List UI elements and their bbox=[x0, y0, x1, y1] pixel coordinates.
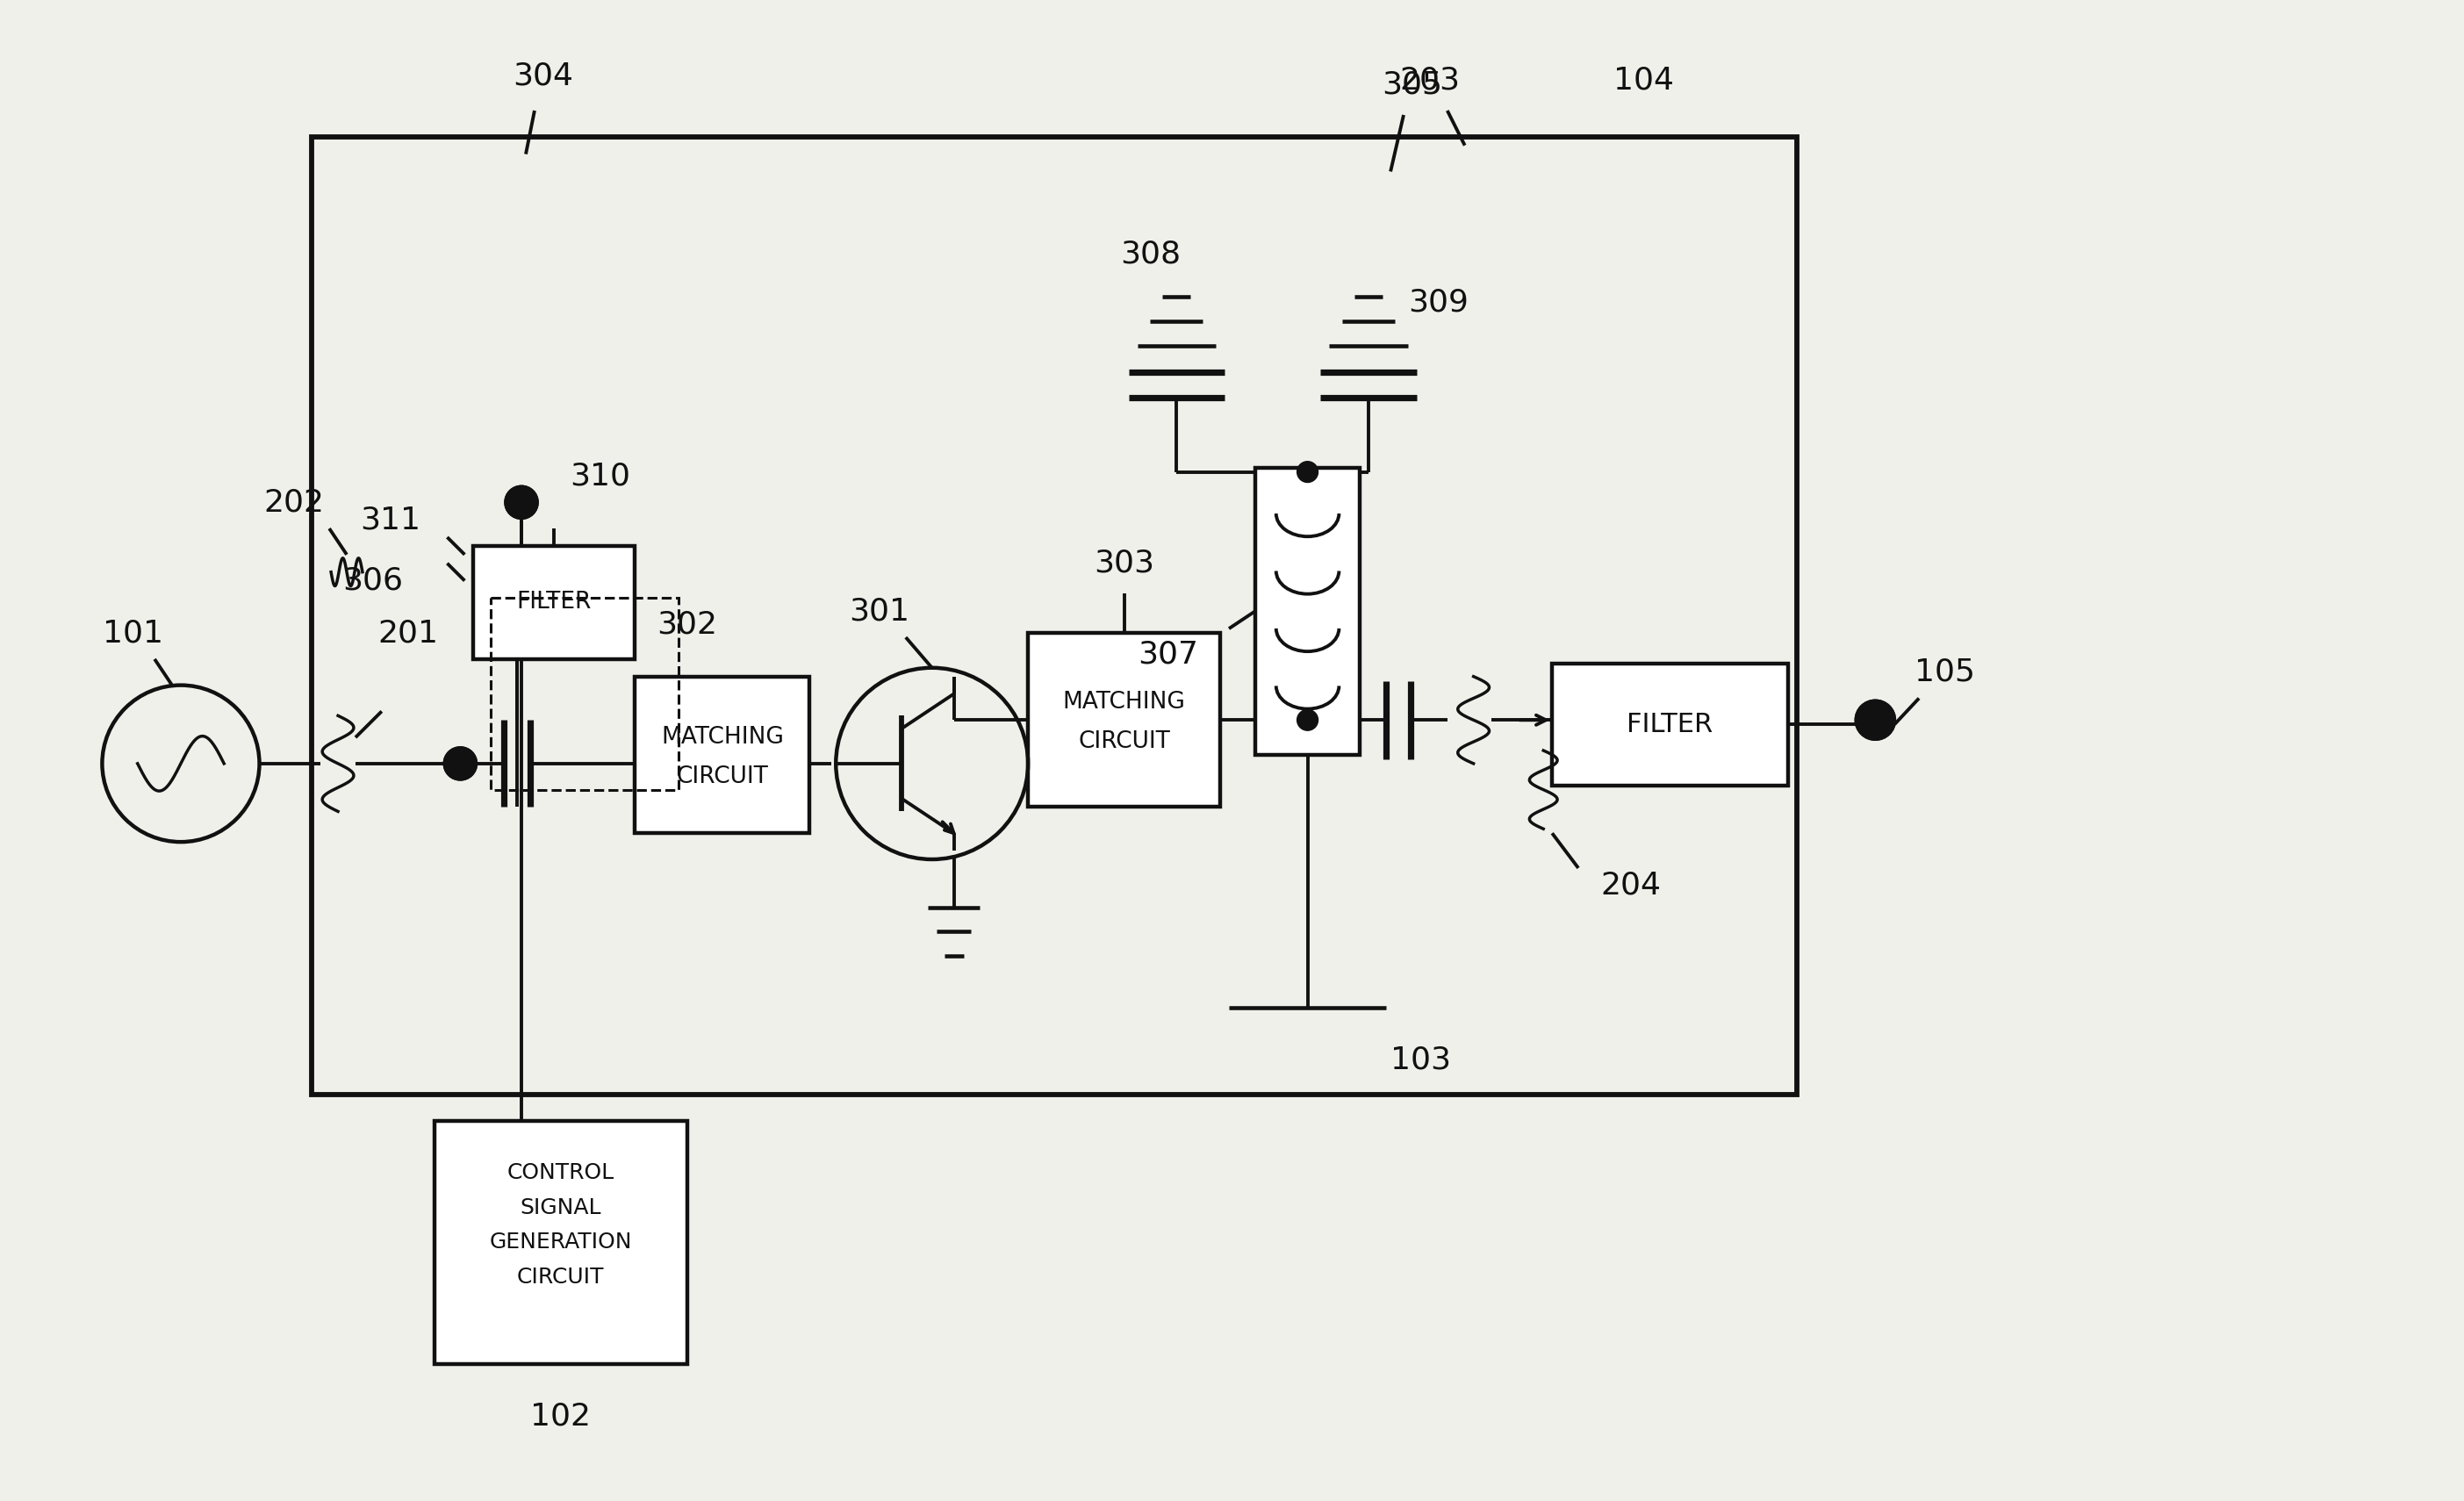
Text: 302: 302 bbox=[658, 609, 717, 639]
Circle shape bbox=[1296, 461, 1318, 482]
Text: CIRCUIT: CIRCUIT bbox=[1079, 731, 1170, 754]
Text: 309: 309 bbox=[1409, 287, 1469, 317]
Text: GENERATION: GENERATION bbox=[490, 1232, 633, 1253]
Text: FILTER: FILTER bbox=[1626, 711, 1712, 737]
Text: 104: 104 bbox=[1614, 65, 1673, 95]
Text: 101: 101 bbox=[103, 618, 163, 648]
Text: 308: 308 bbox=[1121, 239, 1180, 269]
Text: 105: 105 bbox=[1915, 657, 1976, 687]
Bar bbox=[636, 677, 811, 833]
Bar bbox=[490, 597, 678, 790]
Text: 304: 304 bbox=[513, 62, 574, 90]
Text: 203: 203 bbox=[1400, 65, 1461, 95]
Circle shape bbox=[505, 486, 537, 518]
Text: CONTROL: CONTROL bbox=[508, 1162, 614, 1183]
Text: FILTER: FILTER bbox=[517, 591, 591, 614]
Bar bbox=[434, 1121, 687, 1364]
Text: 102: 102 bbox=[530, 1402, 591, 1432]
Text: CIRCUIT: CIRCUIT bbox=[517, 1267, 604, 1288]
Text: 307: 307 bbox=[1138, 639, 1198, 669]
Circle shape bbox=[1855, 701, 1895, 738]
Circle shape bbox=[1296, 710, 1318, 731]
Text: 311: 311 bbox=[360, 504, 421, 534]
Bar bbox=[473, 546, 636, 659]
Bar bbox=[1254, 467, 1360, 755]
Bar bbox=[1552, 663, 1789, 785]
Text: 103: 103 bbox=[1390, 1045, 1451, 1075]
Text: SIGNAL: SIGNAL bbox=[520, 1198, 601, 1219]
Text: 305: 305 bbox=[1382, 69, 1441, 99]
Text: 306: 306 bbox=[342, 566, 404, 596]
Text: 201: 201 bbox=[377, 618, 439, 648]
Text: 204: 204 bbox=[1602, 871, 1661, 901]
Bar bbox=[313, 137, 1796, 1094]
Text: MATCHING: MATCHING bbox=[1062, 690, 1185, 714]
Text: MATCHING: MATCHING bbox=[660, 726, 784, 749]
Text: 202: 202 bbox=[264, 488, 325, 518]
Text: 310: 310 bbox=[569, 461, 631, 491]
Text: 301: 301 bbox=[850, 596, 909, 626]
Text: CIRCUIT: CIRCUIT bbox=[675, 766, 769, 788]
Circle shape bbox=[444, 747, 476, 779]
Text: 303: 303 bbox=[1094, 548, 1156, 578]
Bar bbox=[1027, 633, 1220, 808]
